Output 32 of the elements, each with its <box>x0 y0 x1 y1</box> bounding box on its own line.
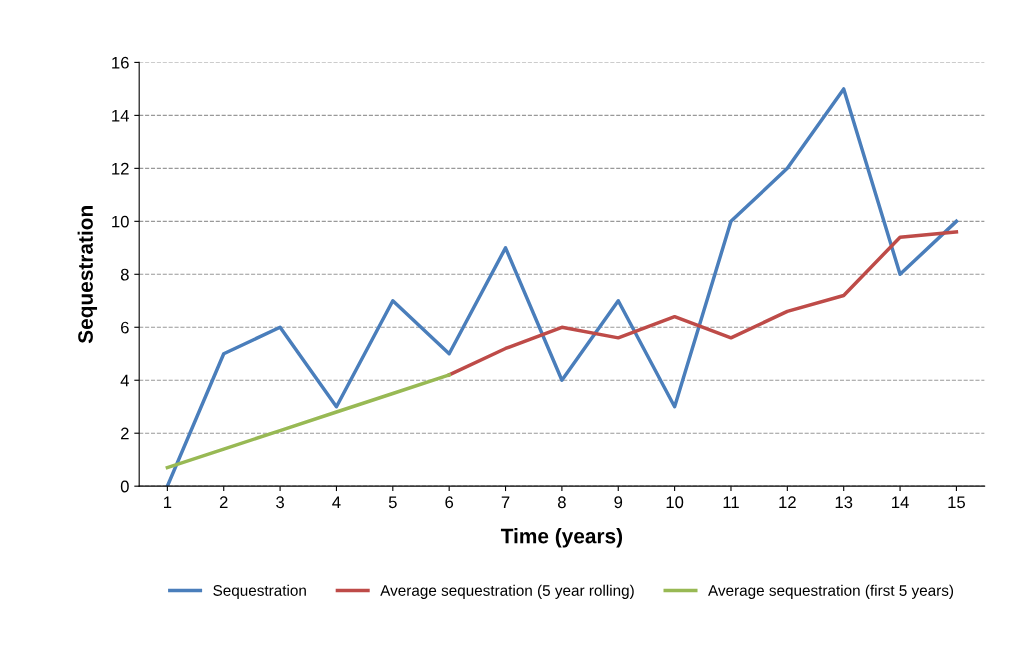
x-tick-label: 14 <box>892 496 909 508</box>
legend-label: Sequestration <box>213 584 306 599</box>
y-tick-label: 0 <box>120 480 129 493</box>
x-tick-label: 15 <box>948 496 965 509</box>
y-tick-label: 12 <box>112 162 129 175</box>
x-tick-label: 4 <box>332 496 341 508</box>
y-tick-label: 16 <box>112 56 129 69</box>
legend-label: Average sequestration (first 5 years) <box>708 584 954 599</box>
x-tick-label: 11 <box>723 496 739 508</box>
y-tick-label: 8 <box>120 268 129 281</box>
x-tick-label: 12 <box>779 496 796 508</box>
x-tick-label: 3 <box>276 496 284 509</box>
line-series <box>165 87 959 487</box>
y-tick-label: 14 <box>112 109 129 122</box>
y-tick-label: 6 <box>121 321 129 334</box>
legend-label: Average sequestration (5 year rolling) <box>380 584 634 599</box>
x-tick-label: 1 <box>164 496 172 508</box>
x-axis-title: Time (years) <box>500 528 623 548</box>
x-tick-label: 7 <box>501 496 510 508</box>
y-tick-label: 4 <box>120 374 129 387</box>
y-tick-label: 10 <box>112 215 129 228</box>
y-tick-label: 2 <box>121 427 129 440</box>
y-axis-title: Sequestration <box>77 206 98 344</box>
x-tick-label: 2 <box>219 496 228 508</box>
line-series <box>165 373 451 470</box>
x-tick-label: 5 <box>388 496 397 509</box>
x-tick-label: 6 <box>445 496 454 509</box>
line-series <box>447 230 959 377</box>
x-tick-label: 13 <box>835 496 853 509</box>
x-tick-label: 10 <box>666 496 684 509</box>
x-tick-label: 8 <box>557 496 566 509</box>
x-tick-label: 9 <box>614 496 623 509</box>
